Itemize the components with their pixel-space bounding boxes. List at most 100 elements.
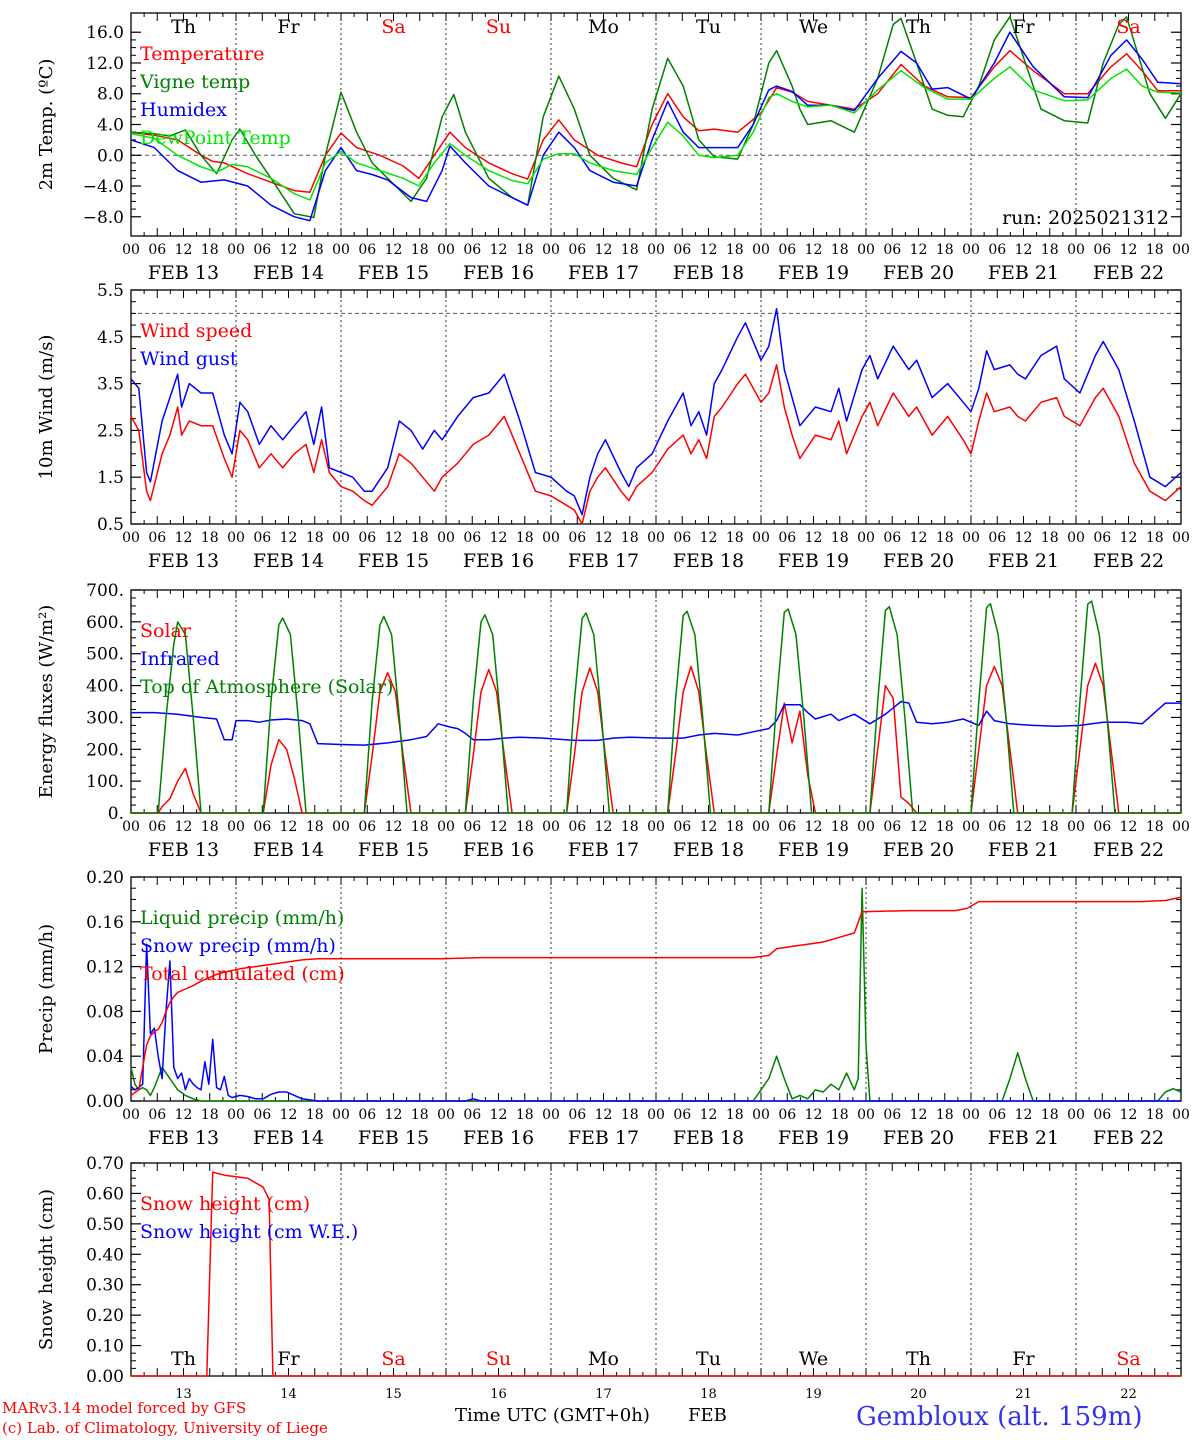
date-label: FEB 15 [358,550,429,572]
legend-entry: Top of Atmosphere (Solar) [140,676,393,698]
hour-label: 18 [1146,242,1164,258]
hour-label: 12 [805,530,823,546]
legend-entry: DewPoint Temp [140,127,291,149]
hour-label: 18 [621,242,639,258]
y-axis-label: Snow height (cm) [36,1189,57,1350]
hour-label: 18 [201,530,219,546]
hour-label: 18 [1041,530,1059,546]
hour-label: 00 [437,242,455,258]
hour-label: 06 [1093,819,1111,835]
hour-label: 12 [490,530,508,546]
date-label: FEB 19 [778,1127,849,1149]
y-tick-label: 100. [86,772,124,792]
hour-label: 12 [175,1107,193,1123]
hour-label: 18 [516,530,534,546]
weekday-label: Sa [381,16,405,38]
y-tick-label: 0. [108,804,124,824]
series-line-0 [130,49,1181,193]
hour-label: 06 [673,530,691,546]
legend-entry: Total cumulated (cm) [140,963,345,985]
y-tick-label: 0.40 [86,1245,124,1265]
y-tick-label: 12.0 [86,54,124,74]
hour-label: 12 [595,819,613,835]
hour-label: 06 [778,530,796,546]
y-axis-label: Precip (mm/h) [36,924,57,1054]
hour-label: 00 [857,242,875,258]
hour-label: 00 [437,819,455,835]
hour-label: 00 [857,1107,875,1123]
y-tick-label: 0.08 [86,1002,124,1022]
date-label: FEB 14 [253,262,324,284]
hour-label: 18 [411,819,429,835]
hour-label: 12 [595,1107,613,1123]
hour-label: 12 [700,819,718,835]
y-tick-label: 4.0 [97,116,124,136]
y-tick-label: 0.10 [86,1337,124,1357]
hour-label: 18 [201,1107,219,1123]
weekday-label: Fr [1012,16,1035,38]
hour-label: 18 [516,819,534,835]
hour-label: 00 [1172,819,1190,835]
hour-label: 18 [411,242,429,258]
series-line-1 [130,307,1182,516]
hour-label: 00 [1067,530,1085,546]
hour-label: 12 [700,530,718,546]
weekday-label: We [799,1348,828,1370]
day-number-label: 14 [280,1387,297,1402]
y-tick-label: 8.0 [97,85,124,105]
hour-label: 06 [253,1107,271,1123]
series-line-1 [131,700,1181,746]
hour-label: 00 [647,1107,665,1123]
hour-label: 00 [122,819,140,835]
hour-label: 00 [647,530,665,546]
y-axis-label: Energy fluxes (W/m²) [36,605,57,799]
y-tick-label: 0.16 [86,913,124,933]
hour-label: 18 [1146,530,1164,546]
weekday-label: Su [486,16,511,38]
weekday-label: Fr [1012,1348,1035,1370]
hour-label: 00 [962,819,980,835]
hour-label: 06 [358,1107,376,1123]
date-label: FEB 22 [1093,1127,1164,1149]
hour-label: 06 [988,530,1006,546]
hour-label: 00 [122,242,140,258]
date-label: FEB 19 [778,839,849,861]
hour-label: 12 [910,530,928,546]
hour-label: 18 [936,819,954,835]
hour-label: 12 [385,530,403,546]
hour-label: 06 [463,530,481,546]
hour-label: 12 [280,819,298,835]
hour-label: 12 [805,1107,823,1123]
date-label: FEB 19 [778,550,849,572]
y-tick-label: 0.20 [86,1306,124,1326]
hour-label: 18 [1146,819,1164,835]
hour-label: 00 [542,819,560,835]
day-number-label: 16 [490,1387,507,1402]
hour-label: 18 [516,1107,534,1123]
hour-label: 00 [542,1107,560,1123]
hour-label: 18 [201,242,219,258]
chart-panel-wind: 5.5 4.5 3.5 2.5 1.5 0.5 10m Wind (m/s) Wind spe… [36,281,1190,572]
hour-label: 12 [280,1107,298,1123]
y-tick-label: 300. [86,708,124,728]
hour-label: 06 [568,530,586,546]
weekday-label: Th [906,16,931,38]
day-number-label: 15 [385,1387,402,1402]
hour-label: 06 [148,1107,166,1123]
hour-label: 06 [778,242,796,258]
hour-label: 12 [1015,819,1033,835]
hour-label: 18 [516,242,534,258]
hour-label: 18 [831,530,849,546]
hour-label: 00 [1067,1107,1085,1123]
series-line-3 [130,66,1182,201]
date-label: FEB 13 [148,550,219,572]
credit-line-1: MARv3.14 model forced by GFS [2,1399,247,1417]
date-label: FEB 14 [253,550,324,572]
hour-label: 00 [122,530,140,546]
hour-label: 00 [962,242,980,258]
series-line-0 [130,364,1182,525]
hour-label: 12 [1015,530,1033,546]
series-line-1 [130,16,1182,219]
hour-label: 00 [962,530,980,546]
